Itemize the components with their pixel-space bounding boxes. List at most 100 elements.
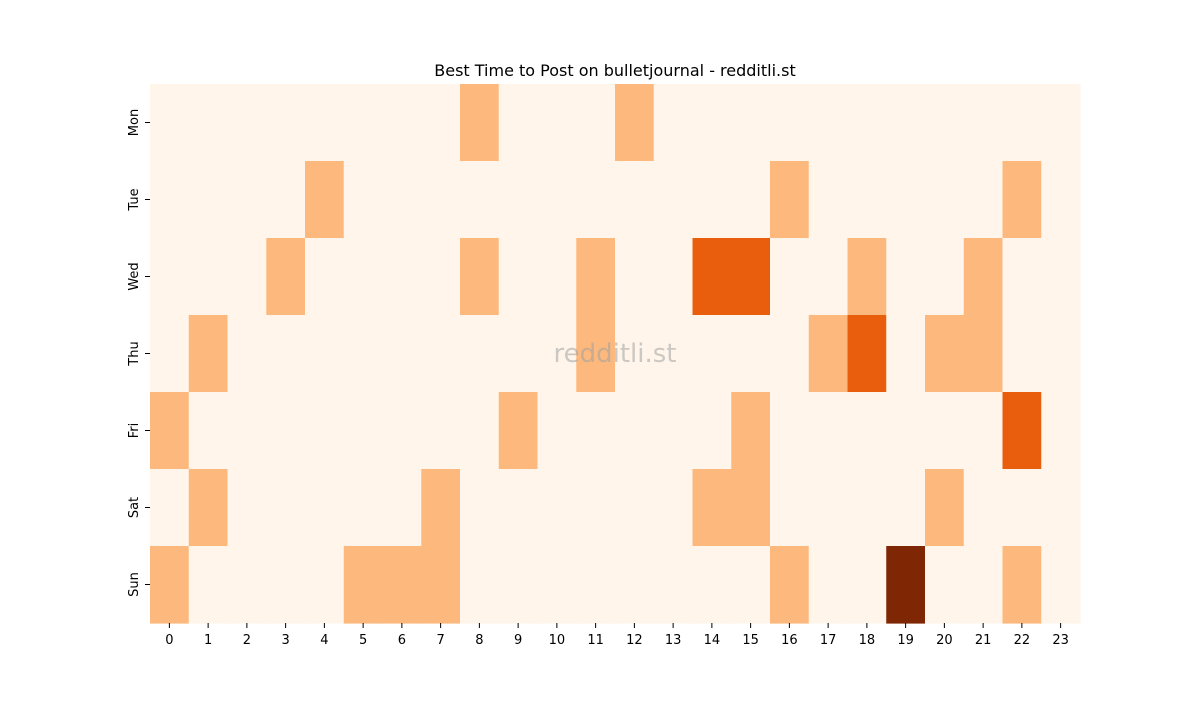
heatmap-cell-wed-16 [770,238,810,316]
heatmap-cell-tue-9 [498,161,539,239]
heatmap-cell-thu-15 [731,315,771,393]
heatmap-cell-wed-17 [808,238,849,316]
heatmap-cell-sat-4 [305,469,345,547]
heatmap-cell-thu-4 [305,315,345,393]
x-tick-label: 22 [1014,633,1031,648]
heatmap-cell-tue-14 [692,161,732,239]
y-tick-label: Thu [127,341,142,366]
heatmap-cell-fri-12 [615,392,655,470]
heatmap-cell-fri-8 [460,392,500,470]
heatmap-cell-tue-6 [382,161,422,239]
x-tick-label: 1 [204,633,212,648]
heatmap-cell-thu-13 [653,315,694,393]
heatmap-cell-fri-5 [343,392,384,470]
heatmap-cell-mon-1 [188,84,229,162]
heatmap-cell-thu-23 [1041,315,1081,393]
heatmap-cell-sat-14 [692,469,732,547]
heatmap-cell-fri-16 [770,392,810,470]
heatmap-cell-thu-8 [460,315,500,393]
heatmap-cell-wed-1 [188,238,229,316]
heatmap-cell-tue-11 [576,161,616,239]
heatmap-cell-mon-21 [963,84,1004,162]
heatmap-cell-tue-8 [460,161,500,239]
heatmap-cell-fri-0 [150,392,190,470]
heatmap-cell-fri-10 [537,392,577,470]
heatmap-cell-sun-18 [847,546,887,624]
heatmap-cell-wed-8 [460,238,500,316]
heatmap-cell-thu-20 [925,315,965,393]
heatmap-cell-mon-7 [421,84,461,162]
heatmap-cell-sun-8 [460,546,500,624]
heatmap-cell-mon-17 [808,84,849,162]
heatmap-cell-mon-20 [925,84,965,162]
x-tick-label: 12 [626,633,643,648]
heatmap-cell-wed-14 [692,238,732,316]
x-tick-label: 4 [320,633,328,648]
x-tick-label: 9 [514,633,522,648]
heatmap-cell-fri-19 [886,392,926,470]
heatmap-cell-fri-22 [1002,392,1042,470]
heatmap-cell-tue-21 [963,161,1004,239]
heatmap-cell-tue-3 [266,161,306,239]
x-tick-label: 18 [859,633,876,648]
heatmap-cell-mon-6 [382,84,422,162]
heatmap-cell-fri-15 [731,392,771,470]
heatmap-cell-sat-23 [1041,469,1081,547]
heatmap-cell-mon-18 [847,84,887,162]
heatmap-cell-sun-19 [886,546,926,624]
heatmap-cell-wed-10 [537,238,577,316]
x-tick-label: 13 [665,633,682,648]
heatmap-cell-fri-18 [847,392,887,470]
x-tick-label: 15 [742,633,759,648]
heatmap-cell-tue-17 [808,161,849,239]
heatmap-cell-sun-2 [227,546,267,624]
heatmap-cell-thu-5 [343,315,384,393]
x-tick-label: 10 [549,633,566,648]
heatmap-cell-fri-13 [653,392,694,470]
heatmap-cell-sun-13 [653,546,694,624]
heatmap-cell-wed-19 [886,238,926,316]
heatmap-cell-thu-9 [498,315,539,393]
heatmap-cell-thu-6 [382,315,422,393]
heatmap-cell-thu-14 [692,315,732,393]
heatmap-cell-sun-0 [150,546,190,624]
chart-title: Best Time to Post on bulletjournal - red… [434,61,795,80]
heatmap-cell-sat-9 [498,469,539,547]
heatmap-cell-tue-0 [150,161,190,239]
heatmap-cell-wed-2 [227,238,267,316]
y-tick-label: Fri [127,423,142,439]
heatmap-cell-sat-17 [808,469,849,547]
heatmap-cell-fri-20 [925,392,965,470]
x-tick-label: 0 [165,633,173,648]
heatmap-cell-sat-2 [227,469,267,547]
heatmap-cell-mon-16 [770,84,810,162]
x-tick-label: 11 [587,633,604,648]
y-axis-ticks: Mon Tue Wed Thu Fri Sat Sun [127,109,150,597]
heatmap-cell-thu-18 [847,315,887,393]
heatmap-cell-wed-4 [305,238,345,316]
heatmap-cell-wed-13 [653,238,694,316]
x-tick-label: 16 [781,633,798,648]
heatmap-cell-sat-12 [615,469,655,547]
heatmap-cell-sat-3 [266,469,306,547]
heatmap-cell-sun-17 [808,546,849,624]
heatmap-cell-sat-0 [150,469,190,547]
heatmap-cell-sun-20 [925,546,965,624]
heatmap-cell-sun-12 [615,546,655,624]
heatmap-cell-sun-21 [963,546,1004,624]
heatmap-cell-tue-22 [1002,161,1042,239]
heatmap-cell-wed-22 [1002,238,1042,316]
heatmap-cell-sat-18 [847,469,887,547]
x-tick-label: 21 [975,633,992,648]
heatmap-cell-mon-14 [692,84,732,162]
heatmap-cell-wed-15 [731,238,771,316]
heatmap-cell-tue-19 [886,161,926,239]
heatmap-cell-sun-4 [305,546,345,624]
heatmap-cell-sun-22 [1002,546,1042,624]
heatmap-cell-sun-16 [770,546,810,624]
x-tick-label: 7 [436,633,444,648]
heatmap-cell-mon-12 [615,84,655,162]
heatmap-cell-tue-20 [925,161,965,239]
heatmap-cell-tue-4 [305,161,345,239]
